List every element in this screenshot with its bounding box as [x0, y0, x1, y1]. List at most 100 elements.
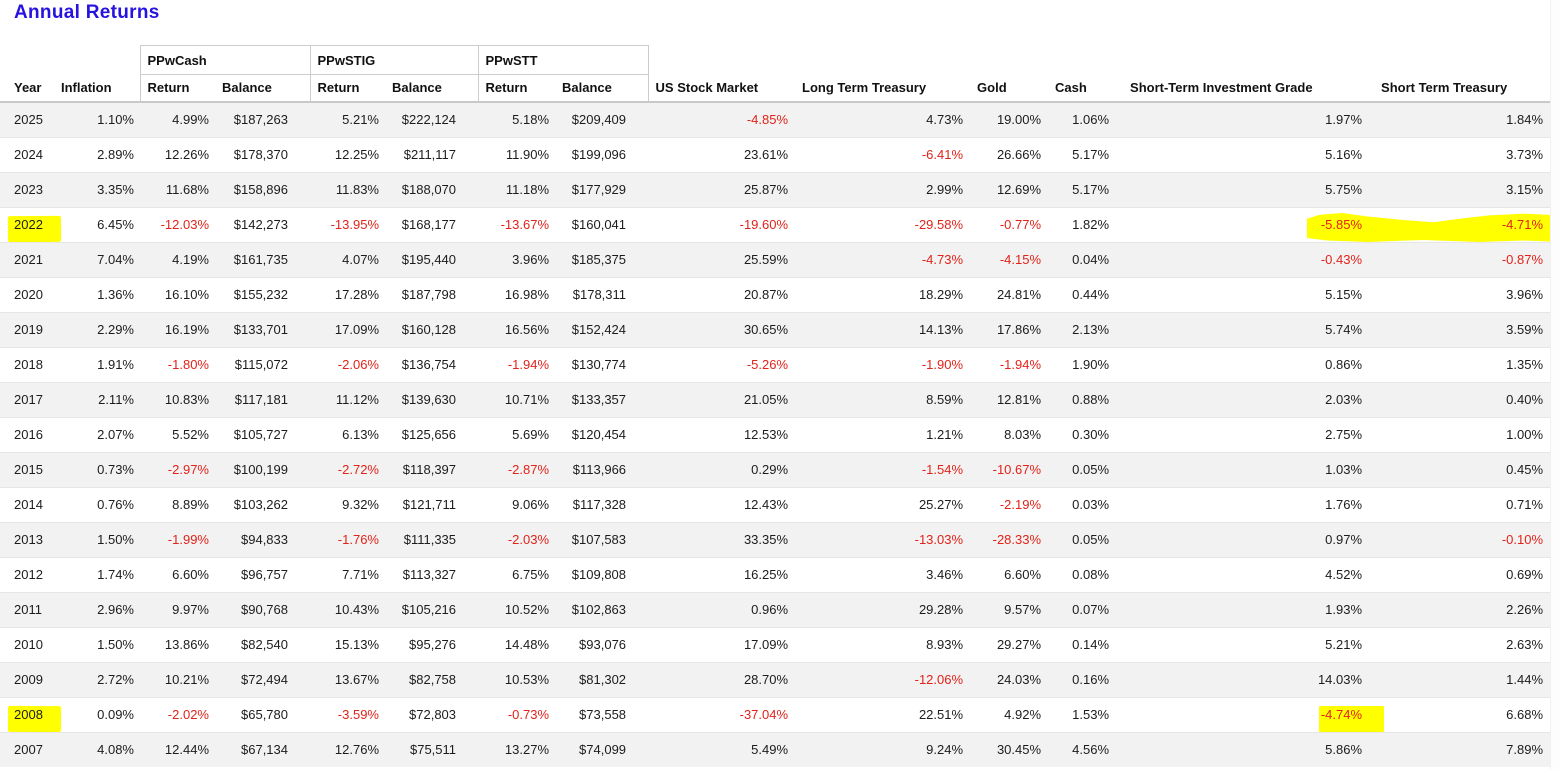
column-header-short-term-investment-grade: Short-Term Investment Grade [1115, 74, 1369, 103]
value-cell: $187,263 [233, 112, 288, 127]
value-cell: -4.71% [1501, 217, 1544, 232]
value-cell: 0.44% [1072, 287, 1110, 302]
value-cell: $117,181 [234, 392, 288, 407]
value-cell: 15.13% [334, 637, 379, 652]
vertical-scrollbar-track[interactable] [1550, 0, 1560, 769]
value-cell: $120,454 [571, 427, 627, 442]
year-cell: 2017 [14, 392, 43, 407]
value-cell: 5.15% [1325, 287, 1363, 302]
value-cell: $72,803 [409, 707, 457, 722]
value-cell: 13.67% [334, 672, 379, 687]
value-cell: $82,758 [409, 672, 457, 687]
table-row-2020: 2020 1.36% 16.10% $155,232 17.28% $187,798 16.… [0, 277, 1551, 312]
value-cell: 5.17% [1072, 147, 1110, 162]
value-cell: $107,583 [571, 532, 627, 547]
column-header-balance: Balance [555, 74, 649, 103]
value-cell: 7.71% [342, 567, 379, 582]
column-header-gold: Gold [970, 74, 1049, 103]
column-header-return: Return [139, 74, 215, 103]
value-cell: 5.75% [1325, 182, 1363, 197]
table-row-2010: 2010 1.50% 13.86% $82,540 15.13% $95,276 14.48… [0, 627, 1551, 662]
value-cell: 12.69% [996, 182, 1042, 197]
value-cell: 5.21% [1325, 637, 1363, 652]
value-cell: 14.48% [504, 637, 550, 652]
value-cell: 5.69% [512, 427, 550, 442]
value-cell: 1.10% [97, 112, 134, 127]
value-cell: 1.97% [1325, 112, 1363, 127]
value-cell: 28.70% [743, 672, 789, 687]
value-cell: $152,424 [571, 322, 627, 337]
value-cell: 8.93% [926, 637, 964, 652]
group-header-spacer-right [647, 45, 1551, 75]
value-cell: 9.32% [342, 497, 379, 512]
value-cell: 25.27% [918, 497, 964, 512]
value-cell: 6.68% [1506, 707, 1544, 722]
value-cell: $177,929 [571, 182, 627, 197]
table-row-2022: 2022 6.45% -12.03% $142,273 -13.95% $168,177 -… [0, 207, 1551, 242]
value-cell: $109,808 [571, 567, 627, 582]
value-cell: 0.71% [1506, 497, 1544, 512]
value-cell: 5.49% [751, 742, 789, 758]
group-header-spacer [0, 46, 140, 75]
year-cell: 2024 [14, 147, 43, 162]
value-cell: 17.09% [334, 322, 379, 337]
column-header-short-term-treasury: Short Term Treasury [1368, 74, 1551, 103]
value-cell: 0.76% [97, 497, 134, 512]
value-cell: 5.52% [172, 427, 209, 442]
year-cell: 2021 [14, 252, 43, 267]
value-cell: 10.52% [504, 602, 550, 617]
value-cell: 30.45% [996, 742, 1042, 758]
value-cell: -37.04% [739, 707, 789, 722]
group-header-row: PPwCash PPwSTIG PPwSTT [0, 45, 1551, 75]
value-cell: 17.28% [334, 287, 379, 302]
value-cell: 25.87% [743, 182, 789, 197]
value-cell: 0.07% [1072, 602, 1110, 617]
value-cell: 26.66% [996, 147, 1042, 162]
table-row-2017: 2017 2.11% 10.83% $117,181 11.12% $139,630 10.… [0, 382, 1551, 417]
value-cell: 9.57% [1004, 602, 1042, 617]
year-cell: 2015 [14, 462, 43, 477]
value-cell: 1.36% [97, 287, 134, 302]
value-cell: 12.26% [164, 147, 209, 162]
value-cell: 4.08% [97, 742, 134, 758]
value-cell: 16.56% [504, 322, 550, 337]
value-cell: 0.45% [1506, 462, 1544, 477]
value-cell: 12.43% [743, 497, 789, 512]
value-cell: 5.16% [1325, 147, 1363, 162]
value-cell: $178,370 [233, 147, 288, 162]
column-header-cash: Cash [1048, 74, 1116, 103]
column-header-inflation: Inflation [60, 74, 140, 103]
table-row-2013: 2013 1.50% -1.99% $94,833 -1.76% $111,335 -2.0… [0, 522, 1551, 557]
value-cell: -28.33% [992, 532, 1042, 547]
value-cell: -1.94% [507, 357, 550, 372]
value-cell: $211,117 [403, 147, 457, 162]
value-cell: 4.52% [1325, 567, 1363, 582]
value-cell: 4.73% [926, 112, 964, 127]
value-cell: 1.03% [1325, 462, 1363, 477]
value-cell: 6.60% [1004, 567, 1042, 582]
value-cell: 19.00% [996, 112, 1042, 127]
year-cell: 2011 [14, 602, 42, 617]
value-cell: 4.99% [172, 112, 209, 127]
value-cell: 24.81% [996, 287, 1042, 302]
value-cell: 10.53% [504, 672, 550, 687]
value-cell: 9.97% [172, 602, 209, 617]
value-cell: 7.89% [1506, 742, 1544, 758]
value-cell: $199,096 [571, 147, 627, 162]
value-cell: -13.03% [914, 532, 964, 547]
value-cell: -2.03% [507, 532, 550, 547]
value-cell: 12.81% [996, 392, 1042, 407]
value-cell: -2.19% [999, 497, 1042, 512]
value-cell: -2.06% [337, 357, 379, 372]
value-cell: 1.44% [1506, 672, 1544, 687]
value-cell: $139,630 [401, 392, 457, 407]
value-cell: 1.53% [1072, 707, 1110, 722]
value-cell: 3.35% [97, 182, 134, 197]
value-cell: 1.21% [926, 427, 964, 442]
value-cell: 5.74% [1325, 322, 1363, 337]
value-cell: 0.97% [1325, 532, 1363, 547]
value-cell: -0.77% [999, 217, 1042, 232]
value-cell: 4.07% [342, 252, 379, 267]
year-cell: 2020 [14, 287, 43, 302]
value-cell: 2.07% [97, 427, 134, 442]
